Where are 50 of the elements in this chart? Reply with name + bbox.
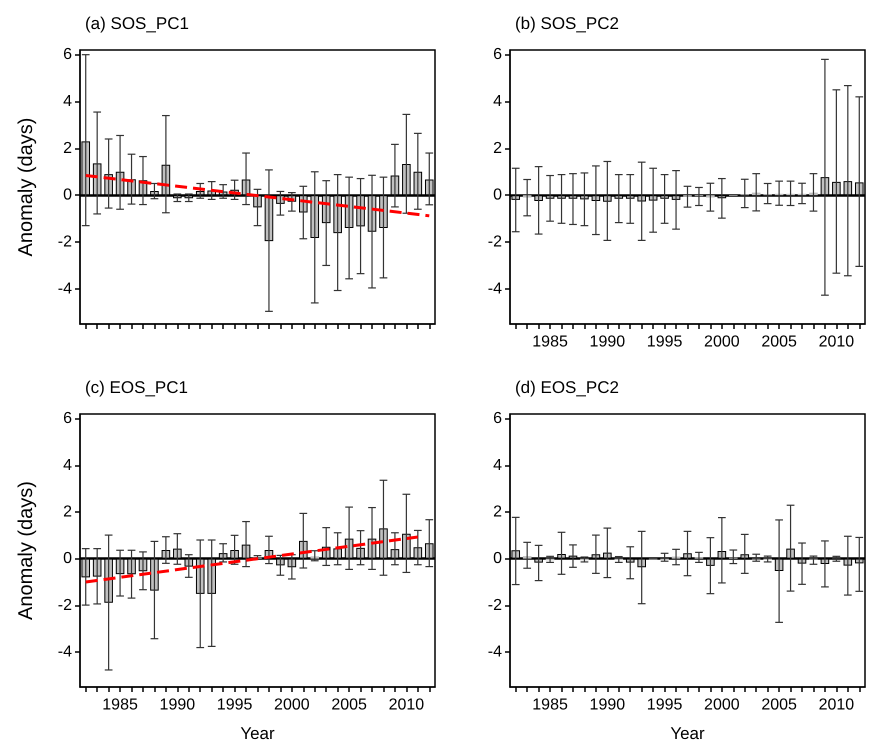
x-tick-label: 1985 bbox=[532, 334, 568, 350]
y-tick-label: -2 bbox=[58, 234, 72, 251]
x-tick-label: 1985 bbox=[532, 696, 568, 714]
x-tick-label: 1995 bbox=[216, 696, 252, 714]
x-tick-label: 1995 bbox=[646, 696, 682, 714]
chart-title: (b) SOS_PC2 bbox=[515, 14, 619, 33]
y-axis-title: Anomaly (days) bbox=[15, 118, 37, 256]
y-tick-label: 4 bbox=[493, 456, 502, 474]
y-tick-label: 2 bbox=[63, 504, 72, 520]
x-tick-label: 2010 bbox=[818, 696, 854, 714]
y-tick-label: -2 bbox=[58, 596, 72, 614]
y-tick-label: 0 bbox=[493, 186, 502, 204]
y-axis-title: Anomaly (days) bbox=[15, 481, 37, 620]
y-tick-label: 2 bbox=[493, 140, 502, 157]
y-tick-label: 4 bbox=[63, 456, 72, 474]
x-tick-label: 2000 bbox=[704, 334, 740, 350]
chart-title: (a) SOS_PC1 bbox=[85, 14, 189, 33]
y-tick-label: -2 bbox=[488, 596, 502, 614]
x-tick-label: 1990 bbox=[590, 696, 626, 714]
x-tick-label: 2000 bbox=[704, 696, 740, 714]
y-tick-label: -4 bbox=[58, 280, 72, 298]
chart-title: (d) EOS_PC2 bbox=[515, 378, 619, 397]
x-axis-title: Year bbox=[240, 724, 276, 743]
y-tick-label: -4 bbox=[58, 644, 72, 660]
x-tick-label: 1990 bbox=[160, 696, 196, 714]
y-tick-label: 0 bbox=[63, 550, 72, 568]
y-tick-label: 2 bbox=[63, 140, 72, 157]
x-tick-label: 1995 bbox=[646, 334, 682, 350]
x-tick-label: 2005 bbox=[761, 696, 798, 714]
x-tick-label: 2010 bbox=[388, 696, 424, 714]
x-tick-label: 2005 bbox=[331, 696, 368, 714]
x-tick-label: 2000 bbox=[274, 696, 310, 714]
y-tick-label: -4 bbox=[488, 280, 502, 298]
x-tick-label: 2005 bbox=[761, 334, 798, 350]
y-tick-label: 2 bbox=[493, 504, 502, 520]
y-tick-label: 0 bbox=[493, 550, 502, 568]
y-tick-label: 6 bbox=[63, 410, 72, 428]
y-tick-label: -4 bbox=[488, 644, 502, 660]
y-tick-label: 4 bbox=[63, 93, 72, 110]
x-tick-label: 1990 bbox=[590, 334, 626, 350]
y-tick-label: 4 bbox=[493, 93, 502, 110]
x-axis-title: Year bbox=[670, 724, 706, 743]
chart-title: (c) EOS_PC1 bbox=[85, 378, 188, 397]
y-tick-label: 0 bbox=[63, 186, 72, 204]
y-tick-label: 6 bbox=[63, 46, 72, 64]
y-tick-label: 6 bbox=[493, 46, 502, 64]
x-tick-label: 1985 bbox=[102, 696, 138, 714]
y-tick-label: 6 bbox=[493, 410, 502, 428]
y-tick-label: -2 bbox=[488, 234, 502, 251]
x-tick-label: 2010 bbox=[818, 334, 854, 350]
